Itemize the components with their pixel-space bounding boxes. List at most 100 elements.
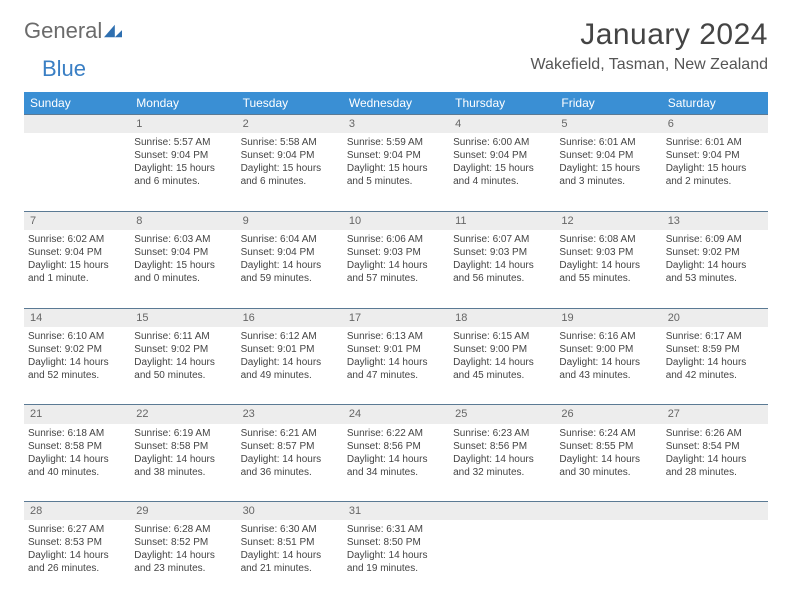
sunrise-line: Sunrise: 6:15 AM bbox=[453, 330, 551, 343]
sunrise-line: Sunrise: 6:21 AM bbox=[241, 427, 339, 440]
day-number-cell: 1 bbox=[130, 115, 236, 134]
location: Wakefield, Tasman, New Zealand bbox=[531, 56, 768, 74]
day-content-cell: Sunrise: 6:01 AMSunset: 9:04 PMDaylight:… bbox=[662, 133, 768, 211]
day-content-cell: Sunrise: 6:24 AMSunset: 8:55 PMDaylight:… bbox=[555, 424, 661, 502]
sunrise-line: Sunrise: 6:11 AM bbox=[134, 330, 232, 343]
daylight-line: Daylight: 15 hours and 1 minute. bbox=[28, 259, 126, 285]
day-number-cell: 27 bbox=[662, 405, 768, 424]
sunrise-line: Sunrise: 5:59 AM bbox=[347, 136, 445, 149]
daylight-line: Daylight: 14 hours and 40 minutes. bbox=[28, 453, 126, 479]
day-number-cell: 11 bbox=[449, 211, 555, 230]
sunrise-line: Sunrise: 6:28 AM bbox=[134, 523, 232, 536]
day-number-cell: 18 bbox=[449, 308, 555, 327]
day-content-cell: Sunrise: 6:09 AMSunset: 9:02 PMDaylight:… bbox=[662, 230, 768, 308]
sunset-line: Sunset: 8:52 PM bbox=[134, 536, 232, 549]
day-content-cell: Sunrise: 6:22 AMSunset: 8:56 PMDaylight:… bbox=[343, 424, 449, 502]
day-content-cell: Sunrise: 6:10 AMSunset: 9:02 PMDaylight:… bbox=[24, 327, 130, 405]
sunrise-line: Sunrise: 6:23 AM bbox=[453, 427, 551, 440]
day-number-cell: 24 bbox=[343, 405, 449, 424]
daylight-line: Daylight: 15 hours and 4 minutes. bbox=[453, 162, 551, 188]
day-number-cell: 22 bbox=[130, 405, 236, 424]
day-content-row: Sunrise: 6:27 AMSunset: 8:53 PM Daylight:… bbox=[24, 520, 768, 598]
sunrise-line: Sunrise: 5:57 AM bbox=[134, 136, 232, 149]
day-content-cell: Sunrise: 6:26 AMSunset: 8:54 PMDaylight:… bbox=[662, 424, 768, 502]
sunset-line: Sunset: 9:00 PM bbox=[559, 343, 657, 356]
daylight-line: Daylight: 15 hours and 6 minutes. bbox=[134, 162, 232, 188]
day-number-cell: 30 bbox=[237, 502, 343, 521]
sunset-line: Sunset: 8:50 PM bbox=[347, 536, 445, 549]
sunset-line: Sunset: 9:04 PM bbox=[134, 149, 232, 162]
weekday-header-row: SundayMondayTuesdayWednesdayThursdayFrid… bbox=[24, 92, 768, 115]
day-content-cell bbox=[662, 520, 768, 598]
day-number-cell bbox=[662, 502, 768, 521]
day-content-cell: Sunrise: 6:15 AMSunset: 9:00 PMDaylight:… bbox=[449, 327, 555, 405]
day-content-cell bbox=[555, 520, 661, 598]
sunrise-line: Sunrise: 6:24 AM bbox=[559, 427, 657, 440]
daylight-line: Daylight: 14 hours and 43 minutes. bbox=[559, 356, 657, 382]
sunrise-line: Sunrise: 6:18 AM bbox=[28, 427, 126, 440]
sunset-line: Sunset: 8:57 PM bbox=[241, 440, 339, 453]
sunset-line: Sunset: 9:02 PM bbox=[134, 343, 232, 356]
sunrise-line: Sunrise: 6:31 AM bbox=[347, 523, 445, 536]
day-content-cell: Sunrise: 6:28 AMSunset: 8:52 PMDaylight:… bbox=[130, 520, 236, 598]
daylight-line: Daylight: 14 hours and 38 minutes. bbox=[134, 453, 232, 479]
sunrise-line: Sunrise: 6:30 AM bbox=[241, 523, 339, 536]
day-content-cell: Sunrise: 6:17 AMSunset: 8:59 PMDaylight:… bbox=[662, 327, 768, 405]
sunset-line: Sunset: 8:59 PM bbox=[666, 343, 764, 356]
day-number-cell bbox=[449, 502, 555, 521]
day-content-cell: Sunrise: 6:08 AMSunset: 9:03 PMDaylight:… bbox=[555, 230, 661, 308]
sunset-line: Sunset: 9:01 PM bbox=[241, 343, 339, 356]
day-content-row: Sunrise: 6:18 AMSunset: 8:58 PMDaylight:… bbox=[24, 424, 768, 502]
sunrise-line: Sunrise: 6:27 AM bbox=[28, 523, 126, 536]
day-number-cell: 29 bbox=[130, 502, 236, 521]
daylight-line: Daylight: 14 hours and 23 minutes. bbox=[134, 549, 232, 575]
sunrise-line: Sunrise: 6:09 AM bbox=[666, 233, 764, 246]
day-number-row: 21222324252627 bbox=[24, 405, 768, 424]
sunrise-line: Sunrise: 6:03 AM bbox=[134, 233, 232, 246]
sunset-line: Sunset: 9:03 PM bbox=[559, 246, 657, 259]
sunrise-line: Sunrise: 6:22 AM bbox=[347, 427, 445, 440]
sunrise-line: Sunrise: 6:12 AM bbox=[241, 330, 339, 343]
daylight-line: Daylight: 14 hours and 28 minutes. bbox=[666, 453, 764, 479]
sunset-line: Sunset: 8:54 PM bbox=[666, 440, 764, 453]
day-content-cell: Sunrise: 6:00 AMSunset: 9:04 PMDaylight:… bbox=[449, 133, 555, 211]
sunset-line: Sunset: 9:01 PM bbox=[347, 343, 445, 356]
day-number-cell: 17 bbox=[343, 308, 449, 327]
day-number-cell: 10 bbox=[343, 211, 449, 230]
day-number-cell: 13 bbox=[662, 211, 768, 230]
day-content-cell: Sunrise: 6:13 AMSunset: 9:01 PMDaylight:… bbox=[343, 327, 449, 405]
sunrise-line: Sunrise: 6:06 AM bbox=[347, 233, 445, 246]
day-content-cell: Sunrise: 6:07 AMSunset: 9:03 PMDaylight:… bbox=[449, 230, 555, 308]
day-number-cell: 23 bbox=[237, 405, 343, 424]
day-number-cell: 25 bbox=[449, 405, 555, 424]
day-content-cell: Sunrise: 6:30 AMSunset: 8:51 PMDaylight:… bbox=[237, 520, 343, 598]
sunset-line: Sunset: 8:51 PM bbox=[241, 536, 339, 549]
sunset-line: Sunset: 8:58 PM bbox=[28, 440, 126, 453]
calendar-body: 123456Sunrise: 5:57 AMSunset: 9:04 PMDay… bbox=[24, 115, 768, 599]
day-content-cell: Sunrise: 6:27 AMSunset: 8:53 PMDaylight:… bbox=[24, 520, 130, 598]
daylight-line: Daylight: 14 hours and 45 minutes. bbox=[453, 356, 551, 382]
month-title: January 2024 bbox=[531, 18, 768, 52]
day-number-cell: 26 bbox=[555, 405, 661, 424]
sunset-line: Sunset: 8:53 PM bbox=[28, 536, 126, 549]
sunset-line: Sunset: 9:04 PM bbox=[666, 149, 764, 162]
day-content-cell: Sunrise: 6:31 AMSunset: 8:50 PMDaylight:… bbox=[343, 520, 449, 598]
daylight-line: Daylight: 14 hours and 21 minutes. bbox=[241, 549, 339, 575]
sunset-line: Sunset: 9:04 PM bbox=[241, 149, 339, 162]
day-number-row: 123456 bbox=[24, 115, 768, 134]
day-content-cell: Sunrise: 6:12 AMSunset: 9:01 PMDaylight:… bbox=[237, 327, 343, 405]
weekday-header: Tuesday bbox=[237, 92, 343, 115]
day-number-cell: 28 bbox=[24, 502, 130, 521]
day-number-cell: 20 bbox=[662, 308, 768, 327]
calendar-table: SundayMondayTuesdayWednesdayThursdayFrid… bbox=[24, 92, 768, 598]
daylight-line: Daylight: 14 hours and 53 minutes. bbox=[666, 259, 764, 285]
sunset-line: Sunset: 8:58 PM bbox=[134, 440, 232, 453]
sunrise-line: Sunrise: 6:01 AM bbox=[666, 136, 764, 149]
day-number-cell: 9 bbox=[237, 211, 343, 230]
logo-text-blue: Blue bbox=[42, 56, 86, 81]
sunset-line: Sunset: 9:04 PM bbox=[453, 149, 551, 162]
day-number-cell: 12 bbox=[555, 211, 661, 230]
day-content-cell: Sunrise: 6:11 AMSunset: 9:02 PMDaylight:… bbox=[130, 327, 236, 405]
sunset-line: Sunset: 9:03 PM bbox=[347, 246, 445, 259]
daylight-line: Daylight: 14 hours and 36 minutes. bbox=[241, 453, 339, 479]
